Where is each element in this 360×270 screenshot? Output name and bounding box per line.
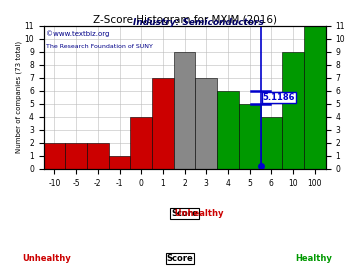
Text: 5.1186: 5.1186 — [263, 93, 295, 102]
Text: Score: Score — [167, 254, 193, 263]
Bar — [261, 117, 282, 169]
Bar — [65, 143, 87, 169]
Text: Healthy: Healthy — [295, 254, 332, 263]
Bar — [87, 143, 109, 169]
Bar — [174, 52, 195, 169]
Bar — [195, 78, 217, 169]
Text: The Research Foundation of SUNY: The Research Foundation of SUNY — [46, 44, 153, 49]
Text: Score: Score — [171, 209, 198, 218]
Bar — [239, 104, 261, 169]
Text: Industry: Semiconductors: Industry: Semiconductors — [132, 18, 264, 26]
Bar — [152, 78, 174, 169]
Title: Z-Score Histogram for MXIM (2016): Z-Score Histogram for MXIM (2016) — [93, 15, 276, 25]
Bar — [282, 52, 304, 169]
Bar — [304, 26, 326, 169]
Bar — [44, 143, 65, 169]
Text: Unhealthy: Unhealthy — [146, 209, 224, 218]
Text: Unhealthy: Unhealthy — [22, 254, 71, 263]
Y-axis label: Number of companies (73 total): Number of companies (73 total) — [15, 41, 22, 153]
Bar — [109, 156, 130, 169]
Bar — [217, 91, 239, 169]
Bar — [130, 117, 152, 169]
Text: ©www.textbiz.org: ©www.textbiz.org — [46, 30, 110, 37]
